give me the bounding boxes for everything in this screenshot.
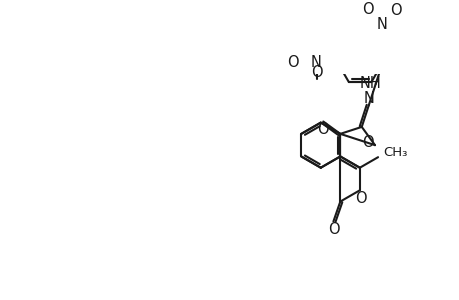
Text: O: O bbox=[361, 135, 373, 150]
Text: N: N bbox=[310, 55, 321, 70]
Text: CH₃: CH₃ bbox=[382, 146, 407, 159]
Text: O: O bbox=[286, 55, 297, 70]
Text: O: O bbox=[355, 191, 366, 206]
Text: NH: NH bbox=[359, 76, 381, 91]
Text: O: O bbox=[317, 122, 328, 137]
Text: N: N bbox=[375, 17, 386, 32]
Text: O: O bbox=[390, 3, 401, 18]
Text: O: O bbox=[310, 65, 322, 80]
Text: N: N bbox=[363, 91, 373, 106]
Text: O: O bbox=[328, 222, 339, 237]
Text: O: O bbox=[361, 2, 373, 17]
